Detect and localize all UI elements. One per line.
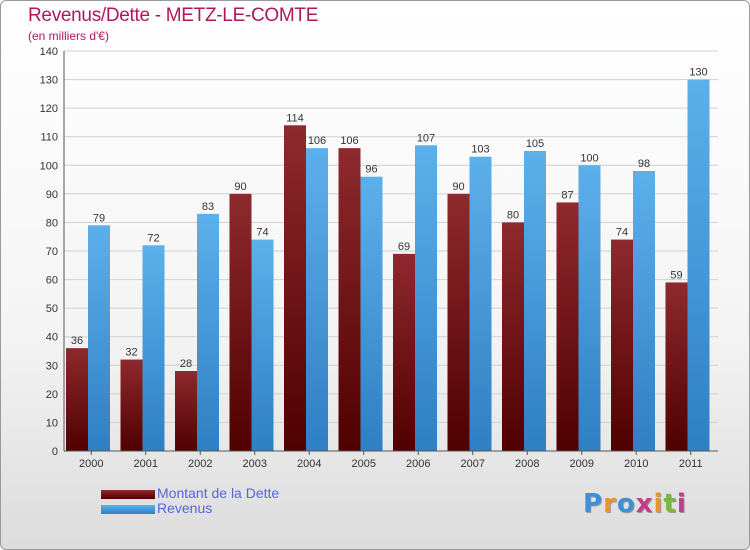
y-tick-label: 0 [52, 446, 58, 458]
logo-letter: t [663, 489, 677, 519]
x-tick-label: 2000 [79, 458, 103, 470]
logo-letter: P [583, 489, 604, 519]
bar-revenus [88, 225, 110, 451]
y-tick-label: 90 [46, 189, 58, 201]
y-tick-label: 100 [40, 160, 58, 172]
data-label: 103 [471, 144, 489, 156]
data-label: 105 [526, 138, 544, 150]
bar-revenus [251, 239, 274, 451]
logo-letter: o [616, 489, 636, 519]
bar-revenus [360, 176, 383, 451]
x-tick-label: 2011 [679, 458, 703, 470]
legend-label-dette: Montant de la Dette [157, 485, 280, 501]
x-tick-label: 2008 [515, 458, 539, 470]
data-label: 83 [202, 201, 214, 213]
bar-dette [284, 125, 306, 452]
data-label: 90 [234, 181, 246, 193]
bar-revenus [524, 151, 546, 451]
bar-revenus [633, 171, 655, 451]
data-label: 106 [340, 135, 358, 147]
bar-dette [66, 348, 88, 451]
bar-revenus [197, 213, 219, 451]
data-label: 72 [147, 232, 159, 244]
data-label: 87 [561, 189, 573, 201]
y-tick-label: 30 [46, 360, 58, 372]
bar-revenus [687, 79, 710, 452]
bar-dette [665, 282, 688, 451]
data-label: 69 [398, 241, 410, 253]
x-tick-label: 2002 [188, 458, 212, 470]
bar-dette [229, 193, 252, 451]
x-tick-label: 2007 [461, 458, 485, 470]
chart-subtitle: (en milliers d'€) [28, 29, 109, 43]
data-label: 80 [507, 209, 519, 221]
x-tick-label: 2010 [624, 458, 648, 470]
chart-title: Revenus/Dette - METZ-LE-COMTE [28, 5, 319, 26]
bar-dette [338, 148, 361, 451]
y-tick-label: 50 [46, 303, 58, 315]
data-label: 74 [256, 227, 268, 239]
data-label: 28 [180, 358, 192, 370]
data-label: 59 [670, 269, 682, 281]
logo-letter: r [603, 489, 617, 519]
legend-swatch-dette [101, 490, 155, 499]
x-tick-label: 2001 [134, 458, 158, 470]
data-label: 36 [71, 335, 83, 347]
data-label: 79 [93, 212, 105, 224]
logo-letter: x [635, 489, 654, 519]
bar-dette [611, 239, 633, 451]
logo-letter: i [653, 489, 664, 519]
data-label: 74 [616, 227, 628, 239]
y-tick-label: 10 [46, 417, 58, 429]
logo-letter: i [676, 489, 687, 519]
bar-dette [447, 193, 470, 451]
bar-revenus [142, 245, 165, 451]
y-tick-label: 130 [40, 75, 58, 87]
x-tick-label: 2006 [406, 458, 430, 470]
y-tick-label: 40 [46, 332, 58, 344]
data-label: 130 [689, 67, 707, 79]
y-tick-label: 80 [46, 217, 58, 229]
bar-dette [120, 359, 143, 451]
legend-label-revenus: Revenus [157, 500, 213, 516]
proxiti-logo: Proxiti [583, 489, 687, 519]
y-tick-label: 120 [40, 103, 58, 115]
y-tick-label: 70 [46, 246, 58, 258]
y-tick-label: 60 [46, 275, 58, 287]
bar-revenus [415, 145, 437, 452]
bar-revenus [578, 165, 601, 452]
data-label: 90 [452, 181, 464, 193]
data-label: 100 [580, 152, 598, 164]
x-tick-label: 2004 [297, 458, 321, 470]
y-tick-label: 140 [40, 46, 58, 58]
x-tick-label: 2005 [352, 458, 376, 470]
data-label: 96 [365, 164, 377, 176]
y-tick-label: 110 [40, 132, 58, 144]
bar-revenus [469, 156, 492, 451]
x-tick-label: 2009 [570, 458, 594, 470]
legend-swatch-revenus [101, 505, 155, 514]
bar-dette [175, 371, 197, 451]
y-tick-label: 20 [46, 389, 58, 401]
x-tick-label: 2003 [243, 458, 267, 470]
bar-dette [556, 202, 579, 451]
data-label: 114 [286, 112, 304, 124]
data-label: 32 [125, 347, 137, 359]
data-label: 98 [638, 158, 650, 170]
bar-revenus [306, 148, 328, 451]
bar-dette [502, 222, 524, 451]
bar-dette [393, 253, 415, 451]
data-label: 107 [417, 132, 435, 144]
data-label: 106 [308, 135, 326, 147]
